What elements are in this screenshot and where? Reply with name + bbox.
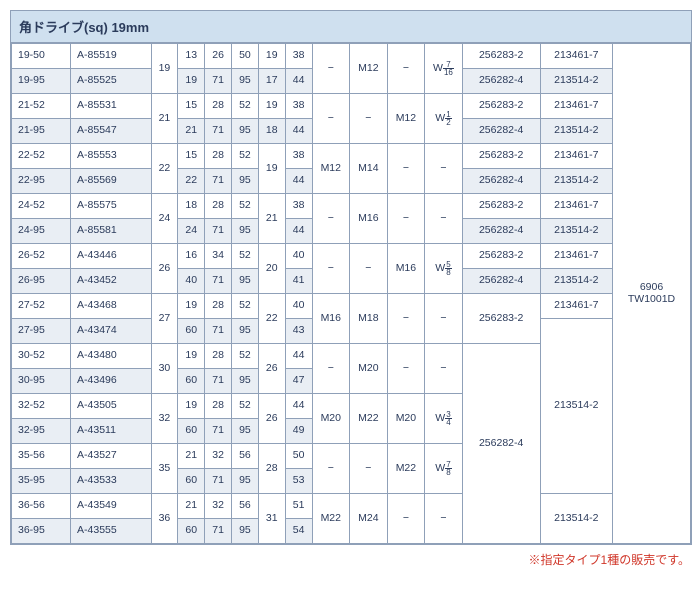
partno-cell: A-85525 [71, 69, 152, 94]
partno-cell: A-85581 [71, 219, 152, 244]
partno-cell: A-43533 [71, 469, 152, 494]
partno-cell: A-43468 [71, 294, 152, 319]
model-cell: 19-95 [12, 69, 71, 94]
model-cell: 21-95 [12, 119, 71, 144]
spec-table: 19-50A-85519191326501938−M12−W716256283-… [11, 43, 691, 544]
partno-cell: A-85553 [71, 144, 152, 169]
spec-table-container: 角ドライブ(sq) 19mm 19-50A-85519191326501938−… [10, 10, 692, 545]
model-cell: 24-52 [12, 194, 71, 219]
table-row: 27-52A-43468271928522240M16M18−−256283-2… [12, 294, 691, 319]
partno-cell: A-43446 [71, 244, 152, 269]
partno-cell: A-43505 [71, 394, 152, 419]
partno-cell: A-43511 [71, 419, 152, 444]
partno-cell: A-85531 [71, 94, 152, 119]
model-cell: 35-95 [12, 469, 71, 494]
partno-cell: A-85575 [71, 194, 152, 219]
model-cell: 24-95 [12, 219, 71, 244]
partno-cell: A-43549 [71, 494, 152, 519]
model-cell: 36-95 [12, 519, 71, 544]
model-cell: 32-95 [12, 419, 71, 444]
partno-cell: A-43555 [71, 519, 152, 544]
footer-note: ※指定タイプ1種の販売です。 [10, 545, 692, 568]
partno-cell: A-85547 [71, 119, 152, 144]
partno-cell: A-85519 [71, 44, 152, 69]
table-header: 角ドライブ(sq) 19mm [11, 11, 691, 43]
table-row: 26-52A-43446261634522040−−M16W58256283-2… [12, 244, 691, 269]
table-row: 36-56A-43549362132563151M22M24−−213514-2 [12, 494, 691, 519]
model-cell: 26-52 [12, 244, 71, 269]
model-cell: 26-95 [12, 269, 71, 294]
model-cell: 36-56 [12, 494, 71, 519]
model-cell: 19-50 [12, 44, 71, 69]
model-cell: 30-95 [12, 369, 71, 394]
table-row: 21-52A-85531211528521938−−M12W12256283-2… [12, 94, 691, 119]
model-cell: 22-52 [12, 144, 71, 169]
partno-cell: A-43480 [71, 344, 152, 369]
model-cell: 27-52 [12, 294, 71, 319]
model-cell: 22-95 [12, 169, 71, 194]
table-row: 19-50A-85519191326501938−M12−W716256283-… [12, 44, 691, 69]
model-cell: 32-52 [12, 394, 71, 419]
table-row: 24-52A-85575241828522138−M16−−256283-221… [12, 194, 691, 219]
model-cell: 21-52 [12, 94, 71, 119]
model-cell: 35-56 [12, 444, 71, 469]
machine-cell: 6906TW1001D [613, 44, 691, 544]
partno-cell: A-43452 [71, 269, 152, 294]
partno-cell: A-43474 [71, 319, 152, 344]
partno-cell: A-85569 [71, 169, 152, 194]
partno-cell: A-43527 [71, 444, 152, 469]
model-cell: 27-95 [12, 319, 71, 344]
partno-cell: A-43496 [71, 369, 152, 394]
model-cell: 30-52 [12, 344, 71, 369]
table-row: 22-52A-85553221528521938M12M14−−256283-2… [12, 144, 691, 169]
